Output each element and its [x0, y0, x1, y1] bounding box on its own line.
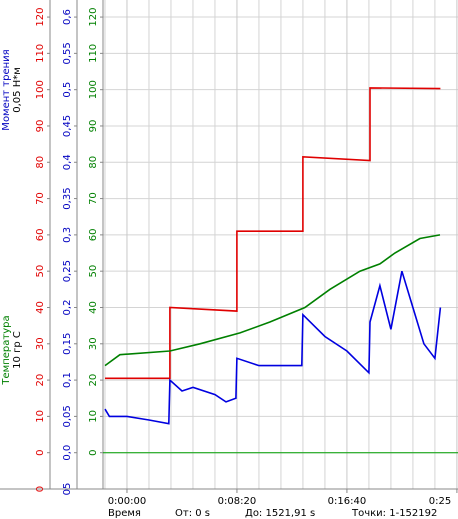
- y-tick-label: 50: [88, 265, 99, 278]
- y-tick-label: 40: [35, 301, 46, 314]
- y-tick-label: 0: [35, 450, 46, 456]
- y-tick-label: 90: [35, 120, 46, 133]
- y-tick-label: 0,25: [62, 260, 73, 282]
- y-tick-label: 120: [35, 8, 46, 27]
- y-tick-label: 30: [35, 337, 46, 350]
- y-tick-label: 0,4: [62, 154, 73, 170]
- y-tick-label: 60: [88, 229, 99, 242]
- y-tick-label: 10: [35, 410, 46, 423]
- x-tick-label: 0:08:20: [218, 496, 257, 507]
- y-tick-label: 0,0: [62, 445, 73, 461]
- y-tick-label: 80: [88, 156, 99, 169]
- y-tick-label: 110: [88, 44, 99, 63]
- y-tick-label: 100: [35, 80, 46, 99]
- x-tick-label: 0:16:40: [328, 496, 367, 507]
- status-to: До: 1521,91 s: [245, 508, 315, 519]
- y-tick-label: 110: [35, 44, 46, 63]
- y-tick-label: 0,35: [62, 187, 73, 209]
- y-tick-label: 70: [35, 192, 46, 205]
- y-tick-label: 0,55: [62, 42, 73, 64]
- x-tick-label: 0:25: [429, 496, 451, 507]
- y-tick-label: 0,5: [62, 82, 73, 98]
- y-tick-label: 80: [35, 156, 46, 169]
- y-tick-label: 50: [35, 265, 46, 278]
- y-tick-label: 60: [35, 229, 46, 242]
- status-x-name: Время: [108, 508, 141, 519]
- y-tick-label: 20: [35, 374, 46, 387]
- series-line: [104, 270, 442, 425]
- y-tick-label: 120: [88, 8, 99, 27]
- y-tick-label: 100: [88, 80, 99, 99]
- y-tick-label: 10: [88, 410, 99, 423]
- y-tick-label: 05: [62, 483, 73, 496]
- y-tick-label: 0,6: [62, 9, 73, 25]
- y-tick-label: 0,3: [62, 227, 73, 243]
- y3-unit: 10 гр С: [12, 331, 23, 369]
- y-tick-label: 40: [88, 301, 99, 314]
- y-tick-label: 0: [35, 486, 46, 492]
- y-tick-label: 0,45: [62, 115, 73, 137]
- y-tick-label: 0,2: [62, 300, 73, 316]
- status-points: Точки: 1-152192: [351, 508, 437, 519]
- x-tick-label: 0:00:00: [108, 496, 147, 507]
- y-tick-label: 20: [88, 374, 99, 387]
- y2-unit: 0,05 Н*м: [12, 67, 23, 113]
- y-tick-label: 70: [88, 192, 99, 205]
- y-tick-label: 30: [88, 337, 99, 350]
- status-from: От: 0 s: [175, 508, 210, 519]
- y2-title: Момент трения: [1, 49, 12, 130]
- y-tick-label: 90: [88, 120, 99, 133]
- y-tick-label: 0: [88, 450, 99, 456]
- series-line: [105, 87, 441, 380]
- y-tick-label: 0,05: [62, 405, 73, 427]
- y-tick-label: 0,15: [62, 333, 73, 355]
- y3-title: Температура: [1, 315, 12, 385]
- y-tick-label: 0,1: [62, 372, 73, 388]
- series-line: [104, 234, 441, 367]
